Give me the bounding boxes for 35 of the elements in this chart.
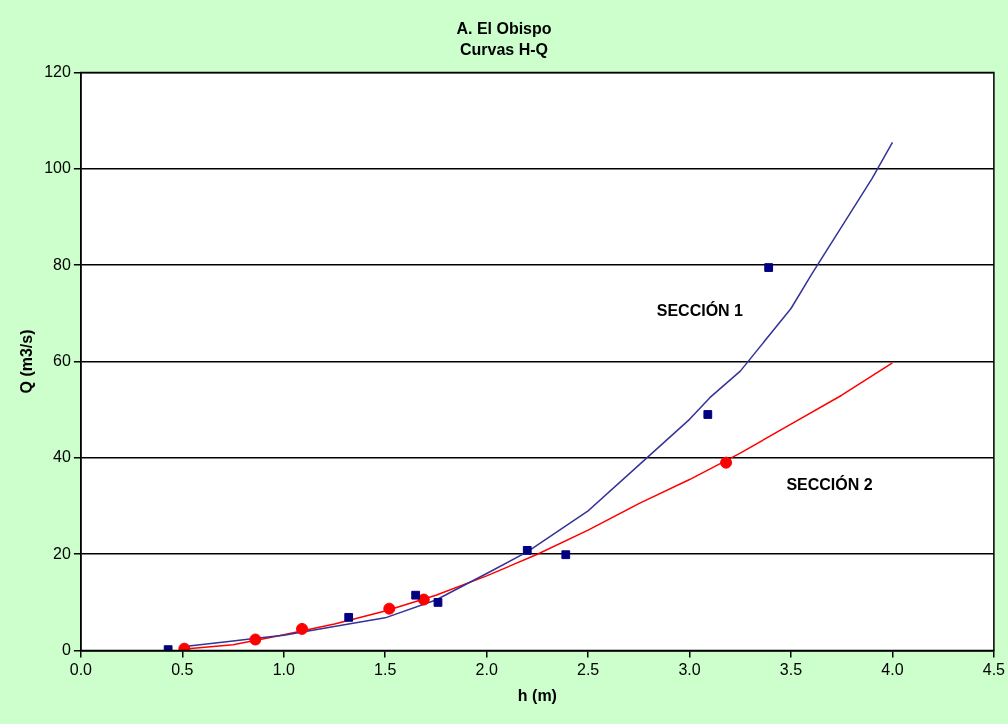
point bbox=[344, 612, 354, 622]
x-tick-label: 3.5 bbox=[779, 660, 803, 678]
point bbox=[417, 593, 430, 606]
annotation: SECCIÓN 2 bbox=[786, 475, 873, 494]
chart-title: A. El Obispo bbox=[456, 20, 552, 38]
x-tick-label: 4.5 bbox=[982, 660, 1006, 678]
x-tick-label: 4.0 bbox=[881, 660, 904, 678]
point bbox=[411, 590, 421, 600]
annotation: SECCIÓN 1 bbox=[656, 300, 744, 319]
chart-subtitle: Curvas H-Q bbox=[459, 41, 549, 59]
y-tick-label: 120 bbox=[44, 62, 71, 80]
point bbox=[764, 263, 774, 272]
point bbox=[383, 602, 396, 615]
x-tick-label: 1.5 bbox=[374, 660, 397, 678]
x-tick-label: 2.5 bbox=[576, 660, 600, 678]
x-tick-label: 1.0 bbox=[272, 660, 295, 678]
y-axis-title: Q (m3/s) bbox=[18, 329, 36, 394]
x-tick-label: 0.0 bbox=[69, 660, 93, 678]
x-tick-label: 0.5 bbox=[171, 660, 194, 678]
y-tick-label: 20 bbox=[53, 544, 71, 562]
point bbox=[249, 633, 262, 646]
point bbox=[296, 622, 309, 635]
y-tick-label: 40 bbox=[53, 448, 71, 466]
x-tick-label: 3.0 bbox=[678, 660, 701, 678]
x-tick-label: 2.0 bbox=[475, 660, 498, 678]
point bbox=[720, 456, 733, 469]
point bbox=[522, 545, 532, 555]
y-tick-label: 60 bbox=[53, 351, 71, 369]
point bbox=[561, 550, 571, 560]
point bbox=[433, 598, 443, 607]
x-axis-title: h (m) bbox=[517, 686, 557, 704]
y-tick-label: 100 bbox=[44, 159, 71, 177]
point bbox=[703, 410, 713, 419]
y-tick-label: 0 bbox=[61, 641, 71, 659]
y-tick-label: 80 bbox=[53, 255, 71, 273]
